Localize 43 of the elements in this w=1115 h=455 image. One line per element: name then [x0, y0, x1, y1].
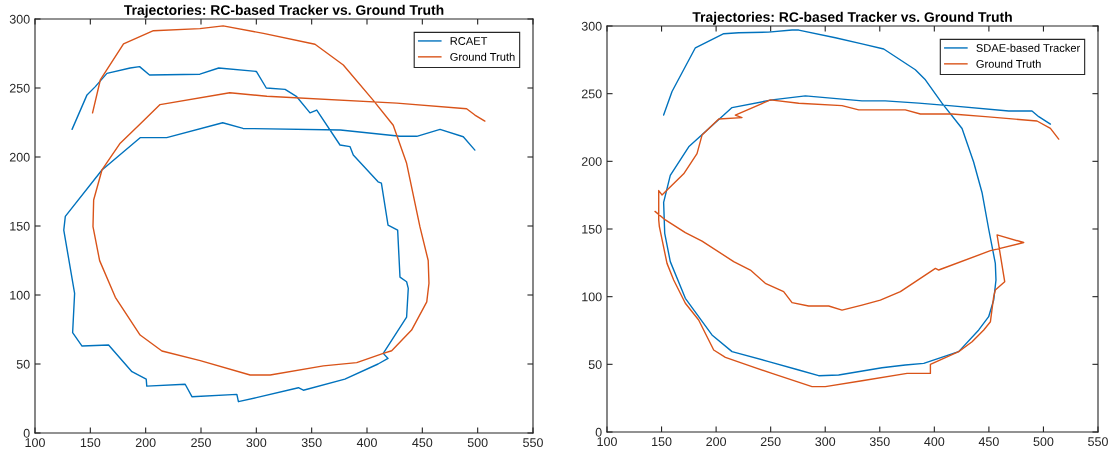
- x-tick-label: 450: [412, 438, 433, 448]
- legend-label: Ground Truth: [450, 52, 515, 61]
- chart-title: Trajectories: RC-based Tracker vs. Ground Truth: [124, 4, 444, 18]
- legend-label: SDAE-based Tracker: [976, 43, 1081, 52]
- x-tick-label: 450: [978, 437, 999, 447]
- x-tick-label: 300: [246, 438, 267, 448]
- line-series: [91, 25, 486, 376]
- y-tick-label: 0: [23, 428, 30, 438]
- x-tick-label: 500: [467, 438, 488, 448]
- y-tick-label: 100: [10, 290, 30, 300]
- x-tick-label: 300: [815, 437, 836, 447]
- x-tick-label: 550: [1088, 437, 1108, 447]
- x-tick-label: 550: [523, 438, 543, 448]
- legend-label: RCAET: [450, 37, 488, 45]
- y-tick-label: 300: [581, 21, 602, 31]
- x-tick-label: 400: [356, 438, 377, 448]
- y-tick-label: 50: [588, 360, 602, 369]
- x-tick-label: 500: [1033, 437, 1054, 447]
- y-tick-label: 0: [595, 427, 602, 437]
- y-tick-label: 250: [581, 89, 602, 99]
- x-tick-label: 150: [652, 437, 672, 447]
- x-tick-label: 100: [597, 437, 617, 447]
- y-tick-label: 100: [582, 292, 602, 302]
- y-tick-label: 150: [10, 221, 30, 231]
- x-tick-label: 100: [25, 438, 45, 448]
- x-tick-label: 250: [760, 437, 781, 447]
- y-tick-label: 300: [9, 14, 30, 24]
- x-tick-label: 350: [869, 437, 890, 447]
- x-tick-label: 200: [706, 437, 727, 447]
- line-series: [63, 65, 476, 403]
- x-tick-label: 400: [924, 437, 945, 447]
- chart-title: Trajectories: RC-based Tracker vs. Ground Truth: [692, 11, 1012, 25]
- legend-label: Ground Truth: [976, 59, 1041, 68]
- x-tick-label: 250: [191, 438, 211, 448]
- x-tick-label: 150: [80, 438, 101, 448]
- y-tick-label: 250: [9, 83, 30, 93]
- y-tick-label: 150: [582, 224, 602, 234]
- y-tick-label: 50: [16, 359, 30, 369]
- y-tick-label: 200: [581, 157, 602, 166]
- x-tick-label: 350: [301, 438, 322, 448]
- line-series: [654, 99, 1060, 388]
- x-tick-label: 200: [135, 438, 156, 448]
- y-tick-label: 200: [9, 152, 30, 162]
